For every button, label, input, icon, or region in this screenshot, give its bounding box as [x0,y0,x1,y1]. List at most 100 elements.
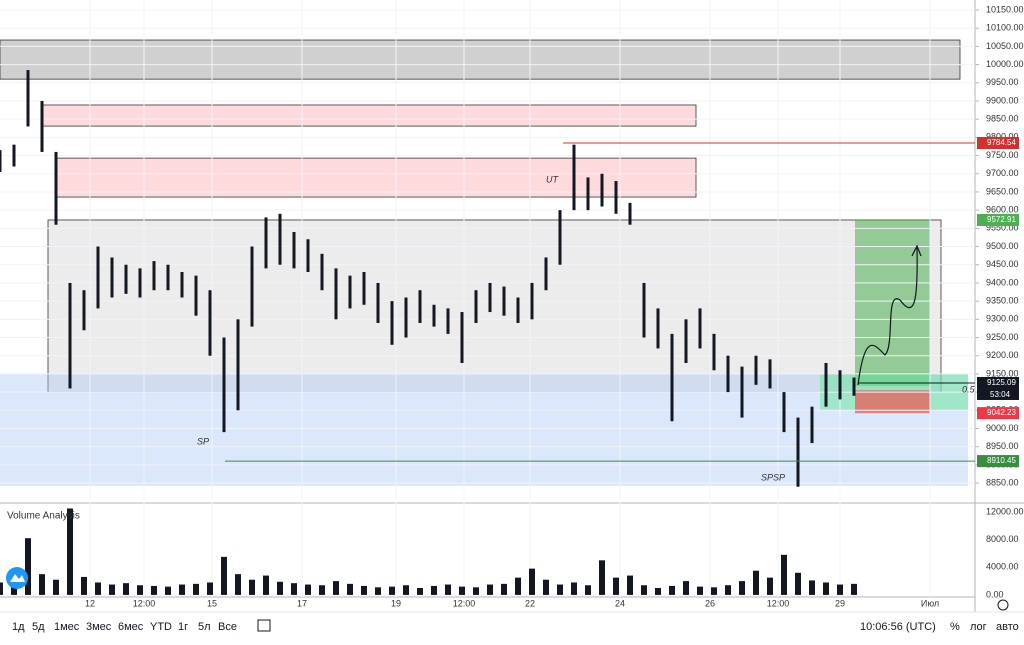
price-bar [754,355,758,385]
volume-bar [501,583,507,595]
y-tick-label: 9900.00 [986,95,1019,105]
volume-bar [753,570,759,595]
y-tick-label: 9750.00 [986,150,1019,160]
price-bar [12,144,16,167]
range-button[interactable]: 3мес [86,621,112,633]
price-bar [530,282,534,320]
y-tick-label: 8000.00 [986,534,1019,544]
y-tick-label: 9450.00 [986,259,1019,269]
price-bar [614,181,618,214]
volume-bar [431,585,437,595]
volume-bar [613,577,619,595]
price-bar [628,202,632,225]
settings-icon[interactable] [997,599,1009,611]
x-tick-label: 24 [615,598,625,608]
price-tag-label: 9572.91 [987,215,1016,224]
price-bar [600,173,604,207]
volume-bar [277,581,283,595]
y-tick-label: 10100.00 [986,23,1024,33]
range-button[interactable]: YTD [150,621,172,633]
range-button[interactable]: 6мес [118,621,144,633]
price-bar [236,319,240,411]
option-button[interactable]: % [950,621,960,633]
volume-bar [221,556,227,595]
volume-bar [655,588,661,595]
price-bar [404,297,408,338]
x-tick-label: 12:00 [453,598,476,608]
x-tick-label: 12:00 [133,598,156,608]
volume-bar [0,582,3,595]
y-tick-label: 10000.00 [986,59,1024,69]
range-button[interactable]: 5д [32,621,45,633]
volume-bar [137,585,143,595]
price-bar [474,290,478,323]
price-tag [977,214,1019,227]
price-bar [782,392,786,433]
volume-bar [697,586,703,595]
price-bar [82,290,86,331]
y-tick-label: 9600.00 [986,205,1019,215]
price-bar [54,151,58,225]
price-bar [488,282,492,313]
price-bar [250,246,254,327]
volume-bar [291,583,297,595]
price-bar [684,319,688,363]
price-bar [558,210,562,265]
x-tick-label: 19 [391,598,401,608]
price-tag [977,455,1019,468]
zone [855,390,930,414]
annotation: 0.5 [962,384,976,394]
price-bar [670,333,674,422]
projection-arrow [911,244,922,257]
volume-bar [249,579,255,595]
price-tag-label: 8910.45 [987,456,1016,465]
logo-glyph [10,574,25,582]
compare-icon[interactable] [257,619,271,632]
price-bar [418,290,422,323]
option-button[interactable]: лог [970,621,987,633]
price-bar [796,417,800,487]
range-button[interactable]: 1мес [54,621,80,633]
volume-bar [837,584,843,595]
volume-bar [123,583,129,595]
price-bar [278,213,282,265]
price-bar [138,268,142,298]
countdown: 53:04 [990,390,1011,399]
volume-bar [487,584,493,595]
range-button[interactable]: 1г [178,621,188,633]
price-bar [726,355,730,393]
option-button[interactable]: авто [996,621,1019,633]
volume-bar [319,585,325,595]
volume-bar [403,585,409,595]
y-tick-label: 9200.00 [986,350,1019,360]
volume-bar [81,576,87,595]
projection-path [857,247,918,386]
price-bar [208,290,212,356]
price-bar [838,370,842,400]
y-tick-label: 9800.00 [986,132,1019,142]
volume-bar [193,583,199,595]
price-bar [810,406,814,444]
y-tick-label: 9700.00 [986,168,1019,178]
volume-bar [781,554,787,595]
volume-bar [599,560,605,595]
x-tick-label: 29 [835,598,845,608]
range-button[interactable]: 5л [198,621,211,633]
volume-bar [459,586,465,595]
price-bar [656,308,660,349]
x-tick-label: 12:00 [767,598,790,608]
range-button[interactable]: 1д [12,621,25,633]
y-tick-label: 0.00 [986,589,1004,599]
y-tick-label: 9550.00 [986,223,1019,233]
range-button[interactable]: Все [218,621,237,633]
price-tag-label: 9784.54 [987,138,1016,147]
volume-bar [739,581,745,595]
price-bar [544,257,548,291]
price-bar [698,308,702,349]
zone [56,157,697,198]
volume-bar [67,508,73,595]
x-tick-label: Июл [921,598,939,608]
volume-bar [543,579,549,595]
price-bar [194,275,198,316]
